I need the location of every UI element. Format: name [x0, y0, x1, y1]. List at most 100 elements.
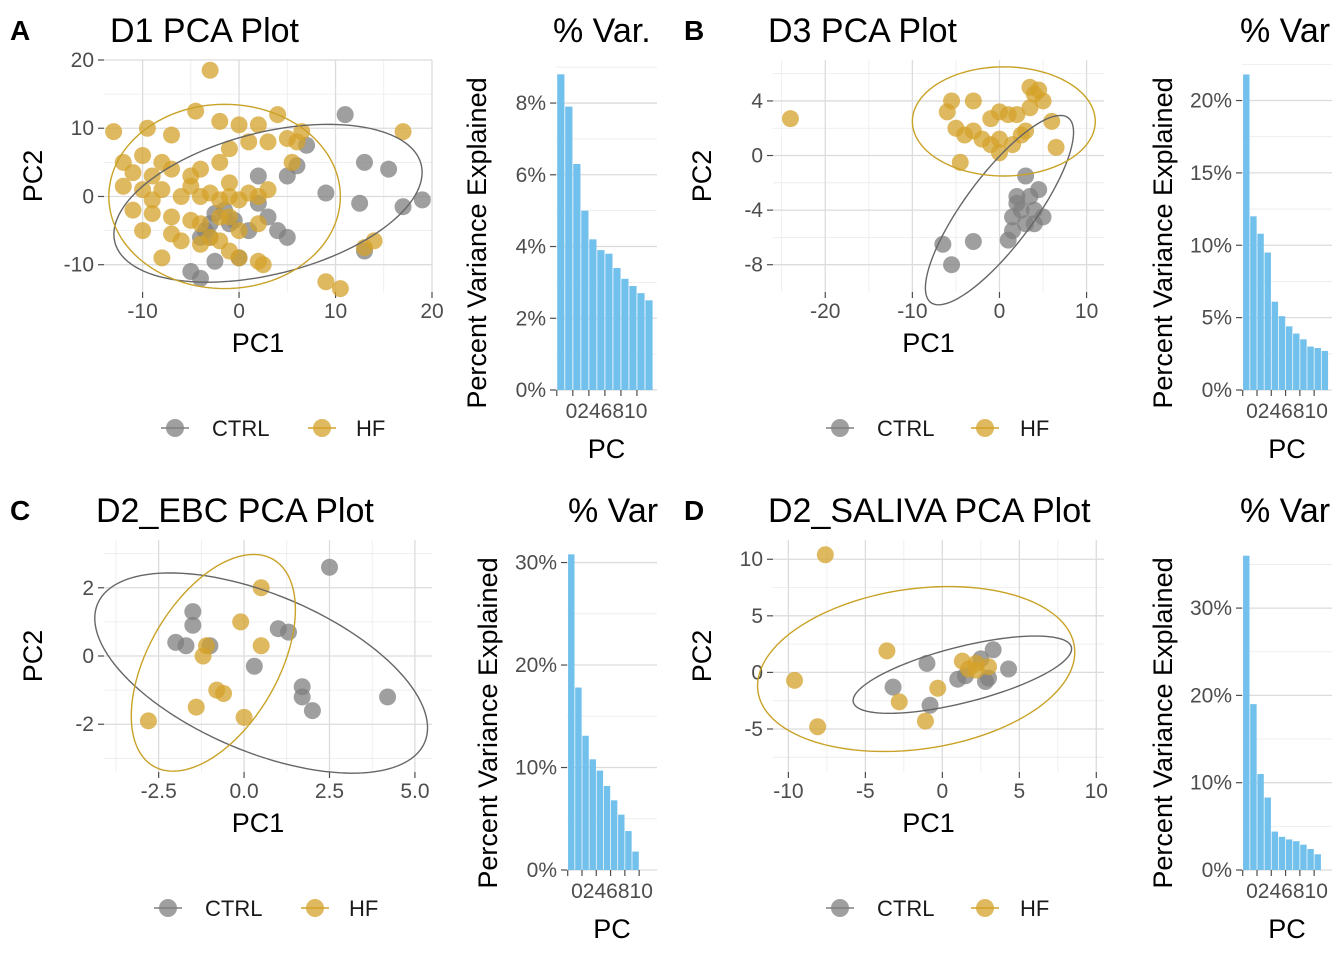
x-tick-label: 0 — [233, 300, 245, 323]
scree-title-group: % Var — [1240, 12, 1330, 50]
scree-bar — [1307, 849, 1314, 870]
scree-bar — [629, 285, 637, 390]
scree-x-tick-label: 2 — [1258, 880, 1270, 903]
point-ctrl — [336, 106, 354, 124]
x-tick-label: -20 — [810, 300, 840, 323]
scree-title: % Var — [1240, 12, 1330, 50]
point-hf — [230, 116, 248, 134]
point-hf — [211, 153, 229, 171]
scree-bar — [597, 250, 605, 390]
legend-label-ctrl: CTRL — [877, 416, 934, 441]
point-ctrl — [984, 641, 1002, 659]
point-hf — [249, 215, 267, 233]
legend-label-hf: HF — [1020, 416, 1049, 441]
point-hf — [259, 181, 277, 199]
point-ctrl — [1021, 187, 1039, 205]
point-hf — [929, 679, 947, 697]
scree-y-tick-label: 30% — [1190, 597, 1232, 620]
scree-bar — [589, 759, 596, 870]
scree-title: % Var — [568, 492, 658, 530]
point-ctrl — [413, 191, 431, 209]
point-hf — [964, 92, 982, 110]
scree-bar — [568, 554, 575, 870]
scree-y-tick-label: 20% — [1190, 684, 1232, 707]
x-axis-title: PC1 — [232, 328, 285, 358]
point-hf — [288, 133, 306, 151]
point-hf — [153, 249, 171, 267]
scree-bar — [1278, 836, 1286, 870]
point-hf — [1025, 85, 1043, 103]
scree-bar — [589, 239, 597, 390]
point-hf — [283, 153, 301, 171]
scree-bar — [575, 687, 582, 870]
scree-y-tick-label: 30% — [515, 552, 557, 575]
plot-title: D3 PCA Plot — [768, 12, 958, 50]
scatter-points — [105, 61, 431, 298]
point-hf — [1043, 112, 1061, 130]
point-hf — [317, 273, 335, 291]
scree-x-axis-title: PC — [593, 914, 631, 944]
y-tick-label: -4 — [744, 199, 763, 222]
scatter-plot: -2.5 0.0 2.5 5.0 -2 0 2 PC1 PC2 — [18, 540, 432, 838]
point-ctrl — [934, 235, 952, 253]
point-ctrl — [184, 616, 202, 634]
scree-x-tick-label: 6 — [1281, 880, 1293, 903]
legend-label-hf: HF — [356, 416, 385, 441]
scree-y-axis-title: Percent Variance Explained — [473, 557, 503, 888]
point-hf — [211, 112, 229, 130]
panel-label: C — [10, 495, 30, 526]
point-ctrl — [943, 256, 961, 274]
scree-x-axis-title: PC — [588, 434, 626, 464]
scree-bar — [621, 278, 629, 390]
point-hf — [259, 133, 277, 151]
point-hf — [230, 249, 248, 267]
point-hf — [809, 718, 827, 736]
scree-title-group: % Var — [568, 492, 658, 530]
scree-x-tick-label: 6 — [606, 880, 618, 903]
y-tick-label: 10 — [71, 117, 94, 140]
point-hf — [191, 235, 209, 253]
scree-bar — [625, 831, 632, 870]
scree-y-tick-label: 15% — [1190, 162, 1232, 185]
scree-y-tick-label: 20% — [515, 654, 557, 677]
point-hf — [916, 712, 934, 730]
point-hf — [163, 126, 181, 144]
y-axis-title: PC2 — [18, 630, 48, 683]
point-hf — [134, 147, 152, 165]
point-hf — [878, 642, 896, 660]
scree-bar — [581, 210, 589, 390]
panel-label: B — [684, 15, 704, 46]
legend-key-hf — [313, 419, 331, 437]
point-ctrl — [321, 558, 338, 576]
x-tick-label: 10 — [324, 300, 347, 323]
y-tick-label: 20 — [71, 49, 94, 72]
scree-bar — [1243, 555, 1250, 870]
scree-bar — [645, 300, 653, 390]
point-hf — [1047, 138, 1065, 156]
scree-x-tick-label: 10 — [630, 880, 653, 903]
scree-x-axis-title: PC — [1268, 914, 1306, 944]
point-ctrl — [293, 688, 311, 706]
legend-key-hf — [976, 899, 994, 917]
point-ctrl — [249, 167, 267, 185]
point-ctrl — [380, 160, 398, 178]
legend: CTRL HF — [826, 416, 1049, 441]
scree-bar — [1271, 831, 1279, 870]
x-tick-label: 10 — [1085, 780, 1108, 803]
point-hf — [201, 61, 219, 79]
y-tick-label: 4 — [751, 90, 763, 113]
panel-d: D D2_SALIVA PCA Plot-10 -5 0 5 10-50510PC1PC2… — [684, 492, 1332, 944]
scree-bar — [605, 253, 613, 390]
point-hf — [252, 637, 270, 655]
scree-bar — [582, 735, 589, 870]
scree-bar — [610, 800, 618, 870]
legend: CTRL HF — [826, 896, 1049, 921]
x-tick-label: 2.5 — [315, 780, 344, 803]
scree-x-tick-labels: 0246810 — [1246, 880, 1328, 903]
point-hf — [990, 144, 1008, 162]
point-hf — [240, 133, 258, 151]
scree-y-tick-label: 10% — [515, 757, 557, 780]
scree-title: % Var — [1240, 492, 1330, 530]
scree-bar — [1285, 326, 1293, 390]
point-ctrl — [918, 654, 936, 672]
